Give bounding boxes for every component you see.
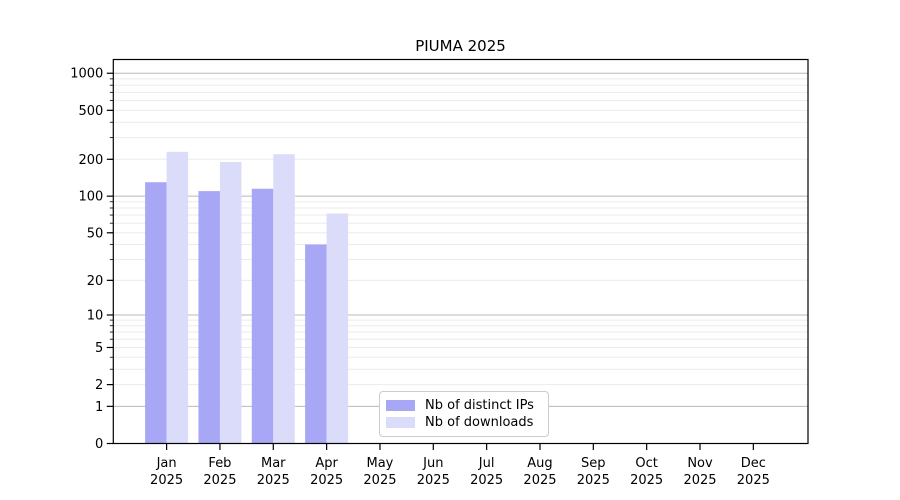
x-tick-label-year: 2025	[470, 473, 503, 488]
x-tick-label-month: Jul	[478, 456, 495, 471]
x-tick-label-month: Aug	[527, 456, 552, 471]
plot-border	[112, 58, 809, 445]
bar-apr-distinct-ips	[305, 244, 327, 444]
x-tick-label-month: Dec	[741, 456, 766, 471]
legend-item-downloads: Nb of downloads	[386, 414, 540, 431]
x-tick-label-year: 2025	[310, 473, 343, 488]
x-tick-label-month: Mar	[261, 456, 286, 471]
x-tick-label-year: 2025	[683, 473, 716, 488]
y-tick-label: 200	[78, 153, 103, 168]
x-tick-label-year: 2025	[737, 473, 770, 488]
y-tick-label: 500	[78, 104, 103, 119]
bar-mar-distinct-ips	[251, 188, 274, 444]
x-tick-label-month: Jan	[156, 456, 177, 471]
y-tick-label: 100	[78, 190, 103, 205]
y-tick-label: 20	[87, 274, 104, 289]
x-tick-label-year: 2025	[523, 473, 556, 488]
bar-apr-downloads	[326, 213, 349, 444]
bar-jan-downloads	[166, 151, 189, 444]
legend-item-distinct-ips: Nb of distinct IPs	[386, 397, 540, 414]
x-tick-label-year: 2025	[417, 473, 450, 488]
legend: Nb of distinct IPs Nb of downloads	[379, 391, 549, 437]
x-tick-label-year: 2025	[577, 473, 610, 488]
legend-label-distinct-ips: Nb of distinct IPs	[425, 398, 534, 413]
legend-swatch-downloads-icon	[386, 417, 415, 428]
y-tick-label: 10	[87, 308, 104, 323]
y-tick-label: 1000	[70, 67, 103, 82]
x-tick-label-year: 2025	[363, 473, 396, 488]
legend-label-downloads: Nb of downloads	[425, 415, 534, 430]
y-tick-label: 50	[87, 226, 104, 241]
x-tick-label-year: 2025	[203, 473, 236, 488]
x-tick-label-month: May	[367, 456, 394, 471]
x-tick-label-month: Feb	[208, 456, 231, 471]
x-tick-label-month: Nov	[687, 456, 713, 471]
bar-feb-distinct-ips	[198, 191, 220, 444]
x-tick-label-year: 2025	[150, 473, 183, 488]
bar-feb-downloads	[219, 162, 242, 444]
x-tick-label-month: Apr	[315, 456, 338, 471]
x-tick-label-month: Sep	[581, 456, 606, 471]
y-tick-label: 2	[95, 378, 103, 393]
x-tick-label-year: 2025	[257, 473, 290, 488]
y-tick-label: 0	[95, 437, 103, 452]
x-tick-label-year: 2025	[630, 473, 663, 488]
x-tick-label-month: Jun	[422, 456, 443, 471]
x-tick-label-month: Oct	[635, 456, 657, 471]
y-tick-label: 1	[95, 400, 103, 415]
legend-swatch-distinct-ips-icon	[386, 400, 415, 411]
y-tick-label: 5	[95, 341, 103, 356]
bar-mar-downloads	[273, 154, 295, 444]
bar-jan-distinct-ips	[145, 182, 167, 444]
chart-title: PIUMA 2025	[415, 37, 506, 55]
